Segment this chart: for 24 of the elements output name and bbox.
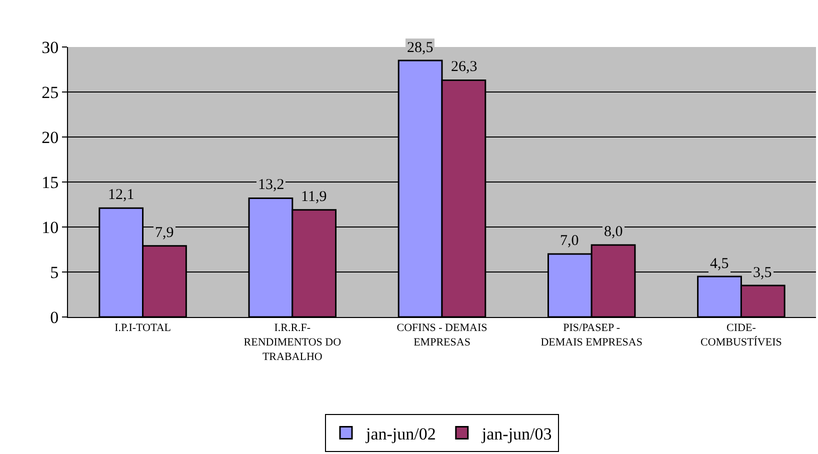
data-label: 7,0 <box>560 233 579 249</box>
legend-label: jan-jun/02 <box>365 424 436 444</box>
y-tick-label: 10 <box>42 218 59 237</box>
data-label: 28,5 <box>407 40 434 56</box>
x-tick-label: I.R.R.F-RENDIMENTOS DO TRABALHO <box>244 322 342 363</box>
x-tick-label: COFINS - DEMAIS EMPRESAS <box>396 322 488 348</box>
data-label: 12,1 <box>108 187 134 203</box>
x-tick-label: I.P.I-TOTAL <box>114 322 172 334</box>
y-tick-label: 5 <box>50 262 59 282</box>
legend-label: jan-jun/03 <box>480 424 552 444</box>
data-label: 13,2 <box>258 177 284 193</box>
data-label: 11,9 <box>301 189 327 205</box>
y-tick-label: 30 <box>42 38 59 57</box>
x-tick-label: CIDE-COMBUSTÍVEIS <box>700 322 782 348</box>
data-label: 26,3 <box>451 59 478 75</box>
y-tick-label: 25 <box>42 82 59 102</box>
y-tick-label: 20 <box>42 128 59 147</box>
y-tick-label: 0 <box>50 308 59 327</box>
data-label: 8,0 <box>604 224 623 240</box>
data-label: 3,5 <box>753 265 772 281</box>
y-tick-label: 15 <box>42 172 59 192</box>
data-label: 4,5 <box>710 256 729 272</box>
data-label: 7,9 <box>155 225 174 241</box>
x-tick-label: PIS/PASEP - DEMAIS EMPRESAS <box>540 322 642 348</box>
